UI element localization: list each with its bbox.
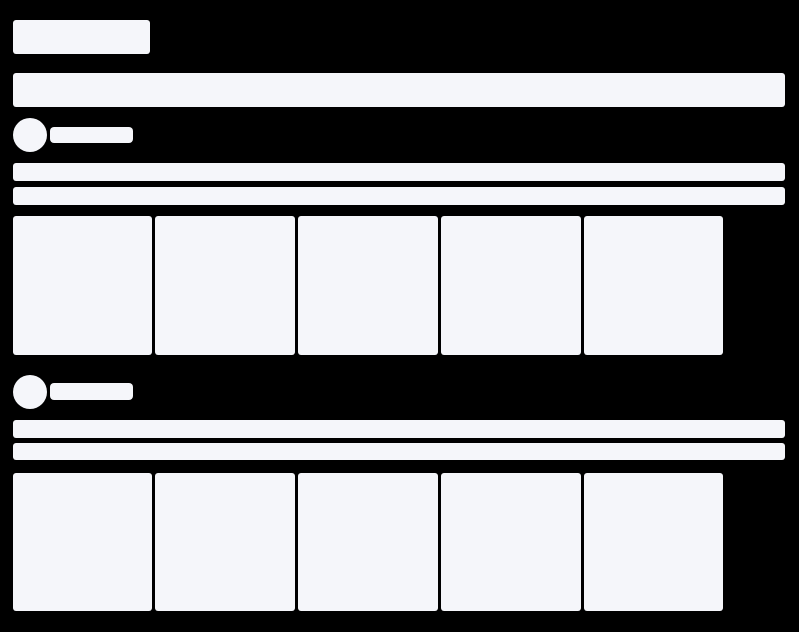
heading-placeholder bbox=[50, 127, 133, 143]
avatar-placeholder bbox=[13, 375, 47, 409]
title-placeholder bbox=[13, 20, 150, 54]
card-placeholder bbox=[584, 216, 723, 355]
text-line-placeholder bbox=[13, 420, 785, 438]
card-placeholder bbox=[13, 216, 152, 355]
heading-placeholder bbox=[50, 383, 133, 400]
card-placeholder bbox=[441, 473, 581, 611]
avatar-placeholder bbox=[13, 118, 47, 152]
card-placeholder bbox=[155, 473, 295, 611]
text-line-placeholder bbox=[13, 443, 785, 460]
text-line-placeholder bbox=[13, 187, 785, 205]
search-bar-placeholder bbox=[13, 73, 785, 107]
card-placeholder bbox=[584, 473, 723, 611]
card-placeholder bbox=[441, 216, 581, 355]
card-placeholder bbox=[13, 473, 152, 611]
card-placeholder bbox=[298, 216, 438, 355]
card-placeholder bbox=[298, 473, 438, 611]
card-placeholder bbox=[155, 216, 295, 355]
text-line-placeholder bbox=[13, 163, 785, 181]
